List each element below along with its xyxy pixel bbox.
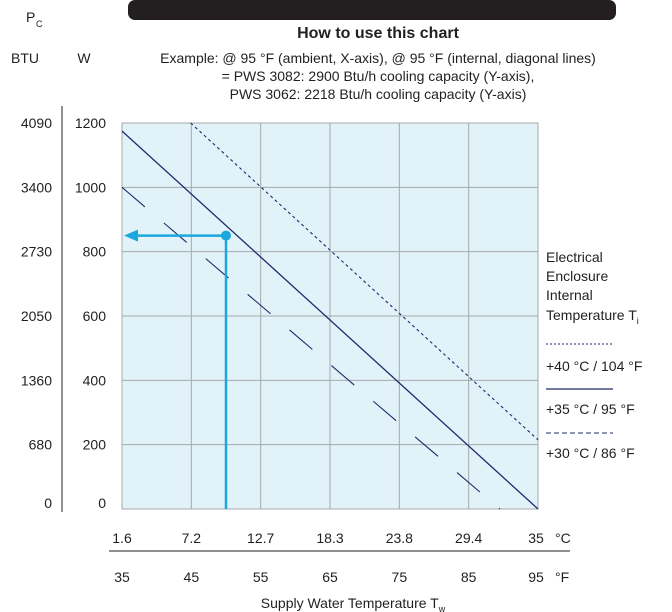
celsius-tick-label: 18.3 [316,530,343,546]
legend-entry-40c: +40 °C / 104 °F [546,358,642,374]
chart-title: How to use this chart [297,25,459,42]
example-arrowhead [124,229,138,242]
legend-title-line-4: Temperature Ti [546,307,639,326]
fahrenheit-tick-label: 35 [114,569,130,585]
w-tick-label: 400 [83,372,107,388]
btu-tick-label: 2730 [21,244,52,260]
fahrenheit-tick-label: 65 [322,569,338,585]
fahrenheit-tick-label: 45 [184,569,200,585]
fahrenheit-unit-label: °F [555,569,569,585]
w-tick-label: 600 [83,308,107,324]
legend-title-text: Temperature T [546,307,637,323]
example-marker-dot [221,230,231,241]
grid-lines [121,122,539,510]
tick-labels: 0 200 400 600 800 1000 1200 0 680 1360 2050 2730 340… [21,115,571,585]
legend-title-line-1: Electrical [546,249,603,265]
series-line-solid [121,130,539,510]
example-line-1: Example: @ 95 °F (ambient, X-axis), @ 95… [160,50,596,66]
celsius-tick-label: 1.6 [112,530,132,546]
example-line-3: PWS 3062: 2218 Btu/h cooling capacity (Y… [230,86,527,102]
header-bar [128,0,616,20]
btu-tick-label: 680 [29,437,53,453]
w-tick-label: 1000 [75,179,106,195]
w-tick-label: 200 [83,437,107,453]
example-annotation [124,229,231,509]
btu-tick-label: 3400 [21,179,52,195]
legend-title-subscript: i [637,316,639,326]
series-line-dashed [121,186,501,510]
y-axis-label-symbol: P [26,9,35,25]
series-lines [121,122,539,510]
example-line-2: = PWS 3082: 2900 Btu/h cooling capacity … [222,68,535,84]
fahrenheit-tick-label: 55 [253,569,269,585]
celsius-tick-label: 29.4 [455,530,482,546]
plot-border [121,122,539,510]
w-tick-label: 0 [98,495,106,511]
x-axis-label-subscript: w [438,604,446,612]
btu-tick-label: 2050 [21,308,52,324]
legend-entry-35c: +35 °C / 95 °F [546,401,635,417]
series-line-dotted [190,122,539,441]
btu-axis-title: BTU [11,50,39,66]
x-axis-label-text: Supply Water Temperature T [261,595,439,611]
btu-tick-label: 0 [44,495,52,511]
fahrenheit-tick-label: 95 [528,569,544,585]
legend-title-line-2: Enclosure [546,268,608,284]
celsius-unit-label: °C [555,530,571,546]
fahrenheit-tick-label: 85 [461,569,477,585]
btu-tick-label: 1360 [21,372,52,388]
w-tick-label: 1200 [75,115,106,131]
legend-title-line-3: Internal [546,287,593,303]
w-tick-label: 800 [83,244,107,260]
celsius-tick-label: 23.8 [386,530,413,546]
y-axis-label-subscript: C [36,19,43,29]
w-axis-title: W [77,50,91,66]
celsius-tick-label: 7.2 [182,530,202,546]
fahrenheit-tick-label: 75 [392,569,408,585]
legend-entry-30c: +30 °C / 86 °F [546,445,635,461]
x-axis-label: Supply Water Temperature Tw [261,595,446,612]
celsius-tick-label: 35 [528,530,544,546]
celsius-tick-label: 12.7 [247,530,274,546]
btu-tick-label: 4090 [21,115,52,131]
